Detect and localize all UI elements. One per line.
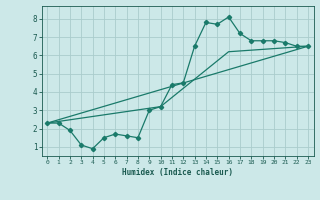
X-axis label: Humidex (Indice chaleur): Humidex (Indice chaleur)	[122, 168, 233, 177]
